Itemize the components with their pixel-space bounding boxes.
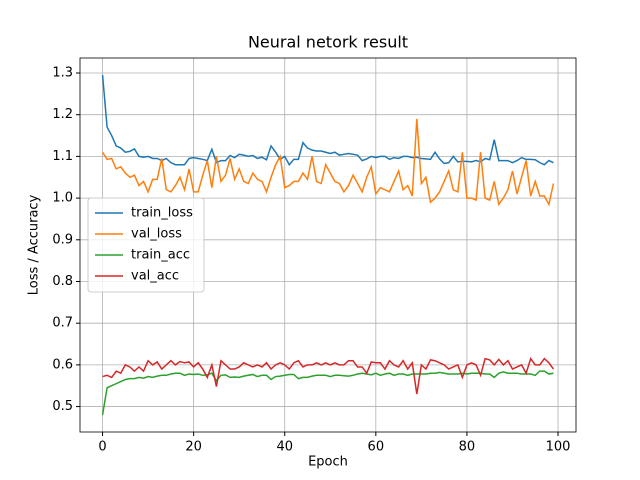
x-tick-label: 20 xyxy=(185,440,202,455)
legend-label: val_acc xyxy=(131,269,179,284)
legend-label: val_loss xyxy=(131,227,182,242)
legend: train_loss val_loss train_acc val_acc xyxy=(87,197,205,293)
y-axis-label: Loss / Accuracy xyxy=(27,194,42,295)
legend-label: train_loss xyxy=(131,206,193,221)
legend-label: train_acc xyxy=(131,248,190,263)
y-tick-label: 0.9 xyxy=(52,232,73,247)
chart-title: Neural netork result xyxy=(248,33,408,52)
y-tick-label: 1.2 xyxy=(52,107,73,122)
y-tick-label: 1.0 xyxy=(52,191,73,206)
plot-frame xyxy=(79,57,577,433)
legend-box xyxy=(87,197,205,293)
line-series xyxy=(102,356,555,395)
x-axis-label: Epoch xyxy=(308,455,348,470)
y-tick-label: 0.6 xyxy=(52,357,73,372)
line-series xyxy=(101,75,554,167)
x-tick-label: 100 xyxy=(546,440,571,455)
x-tick-label: 40 xyxy=(276,440,293,455)
x-tick-label: 60 xyxy=(368,440,385,455)
line-series xyxy=(101,118,555,207)
y-tick-label: 1.1 xyxy=(52,149,73,164)
y-tick-label: 0.7 xyxy=(52,316,73,331)
line-series xyxy=(101,370,554,416)
y-tick-label: 0.5 xyxy=(52,399,73,414)
x-tick-label: 80 xyxy=(459,440,476,455)
x-tick-label: 0 xyxy=(98,440,106,455)
y-tick-label: 1.3 xyxy=(52,66,73,81)
y-tick-label: 0.8 xyxy=(52,274,73,289)
